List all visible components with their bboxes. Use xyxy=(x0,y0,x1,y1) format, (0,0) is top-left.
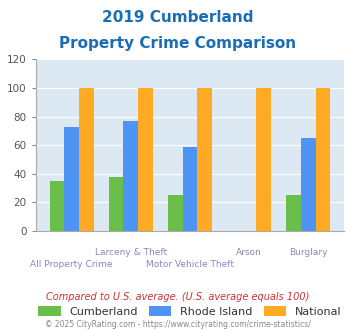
Bar xyxy=(124,121,138,231)
Text: Property Crime Comparison: Property Crime Comparison xyxy=(59,36,296,51)
Text: Larceny & Theft: Larceny & Theft xyxy=(95,248,167,257)
Text: All Property Crime: All Property Crime xyxy=(31,260,113,269)
Text: Arson: Arson xyxy=(236,248,262,257)
Bar xyxy=(301,138,316,231)
Bar xyxy=(109,177,124,231)
Bar xyxy=(197,88,212,231)
Bar xyxy=(50,181,64,231)
Text: Compared to U.S. average. (U.S. average equals 100): Compared to U.S. average. (U.S. average … xyxy=(46,292,309,302)
Bar xyxy=(79,88,94,231)
Text: Burglary: Burglary xyxy=(289,248,327,257)
Text: Motor Vehicle Theft: Motor Vehicle Theft xyxy=(146,260,234,269)
Bar xyxy=(138,88,153,231)
Bar xyxy=(64,127,79,231)
Bar xyxy=(316,88,330,231)
Legend: Cumberland, Rhode Island, National: Cumberland, Rhode Island, National xyxy=(34,302,346,321)
Bar xyxy=(256,88,271,231)
Bar xyxy=(182,147,197,231)
Bar xyxy=(286,195,301,231)
Bar xyxy=(168,195,182,231)
Text: © 2025 CityRating.com - https://www.cityrating.com/crime-statistics/: © 2025 CityRating.com - https://www.city… xyxy=(45,320,310,329)
Text: 2019 Cumberland: 2019 Cumberland xyxy=(102,10,253,25)
